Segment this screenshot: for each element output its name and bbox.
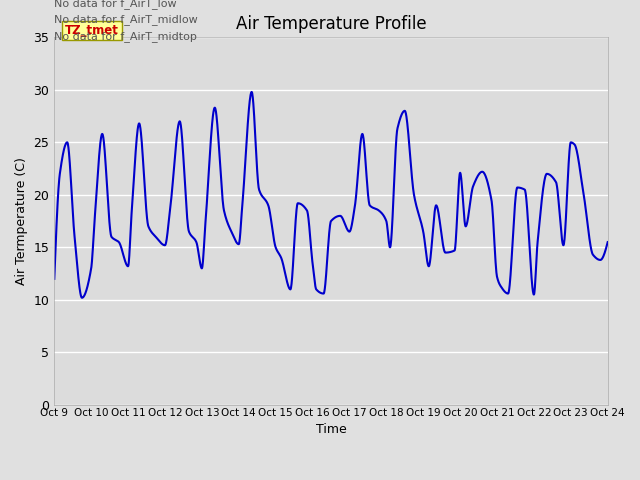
Text: No data for f_AirT_low: No data for f_AirT_low [54,0,177,9]
Text: TZ_tmet: TZ_tmet [65,24,119,36]
Legend: AirT 22m: AirT 22m [280,479,382,480]
Text: No data for f_AirT_midtop: No data for f_AirT_midtop [54,31,197,42]
Title: Air Temperature Profile: Air Temperature Profile [236,15,426,33]
Y-axis label: Air Termperature (C): Air Termperature (C) [15,157,28,285]
X-axis label: Time: Time [316,423,346,436]
Text: No data for f_AirT_midlow: No data for f_AirT_midlow [54,14,198,25]
